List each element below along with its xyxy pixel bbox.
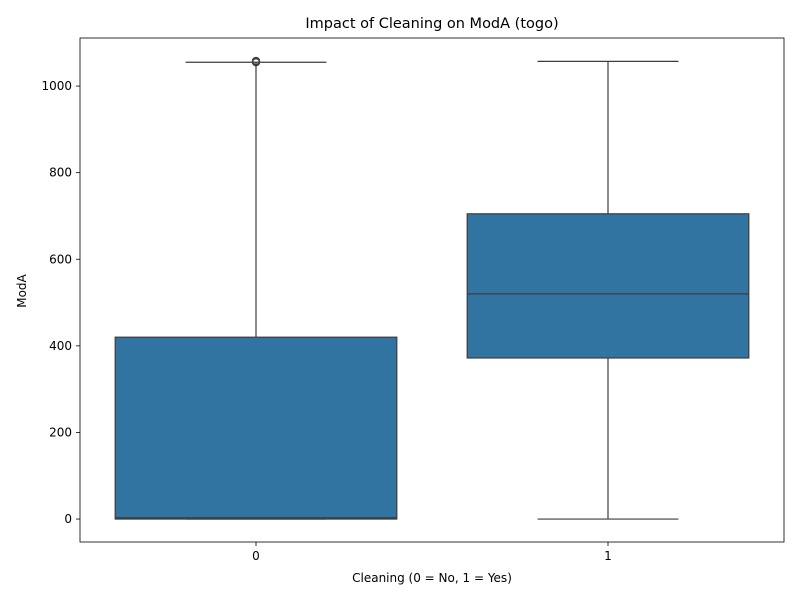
box: [466, 213, 750, 359]
y-tick-label: 400: [49, 339, 72, 353]
y-tick-label: 600: [49, 252, 72, 266]
box-group-0: [114, 56, 398, 520]
y-tick-label: 1000: [41, 79, 72, 93]
chart-title: Impact of Cleaning on ModA (togo): [305, 16, 558, 32]
x-tick-label: 1: [604, 549, 612, 563]
x-axis-title: Cleaning (0 = No, 1 = Yes): [352, 571, 512, 585]
y-axis-title: ModA: [15, 273, 29, 307]
x-tick-label: 0: [252, 549, 260, 563]
plot-frame: [79, 37, 785, 543]
y-tick-label: 800: [49, 166, 72, 180]
box: [114, 336, 398, 520]
y-tick-label: 0: [64, 512, 72, 526]
box-group-1: [466, 60, 750, 520]
plot-area: [114, 56, 750, 520]
y-tick-label: 200: [49, 425, 72, 439]
axes: 0 200 400 600 800 1000 0 1: [41, 79, 611, 563]
outlier-point: [251, 56, 261, 66]
